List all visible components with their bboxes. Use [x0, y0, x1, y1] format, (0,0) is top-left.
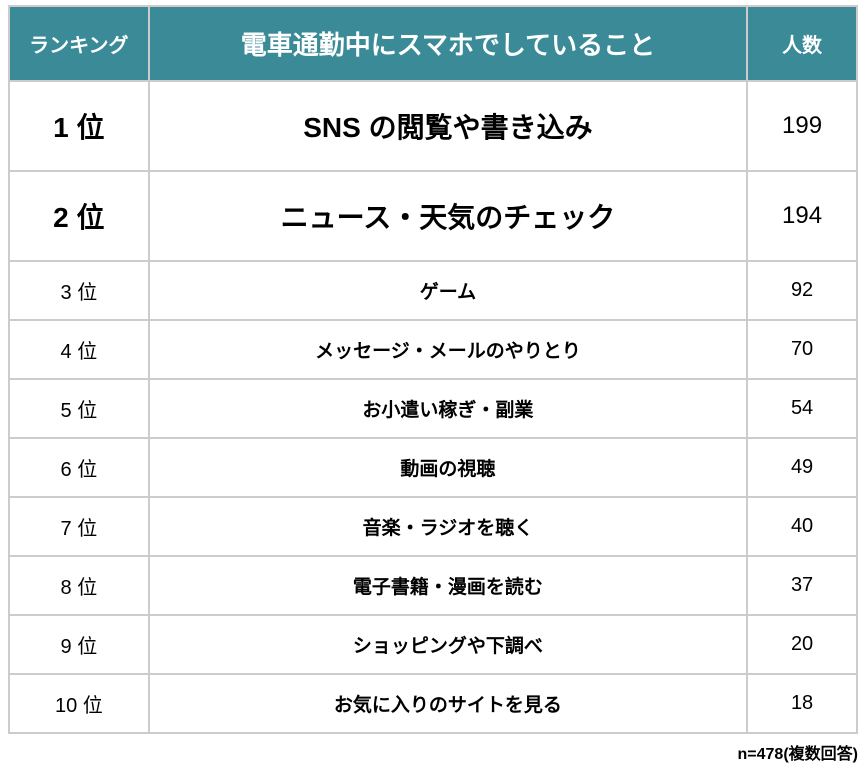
- activity-cell: お気に入りのサイトを見る: [149, 674, 747, 733]
- table-row: 10 位お気に入りのサイトを見る18: [9, 674, 857, 733]
- table-row: 2 位ニュース・天気のチェック194: [9, 171, 857, 261]
- rank-cell: 9 位: [9, 615, 149, 674]
- rank-cell: 5 位: [9, 379, 149, 438]
- table-row: 4 位メッセージ・メールのやりとり70: [9, 320, 857, 379]
- rank-cell: 2 位: [9, 171, 149, 261]
- activity-cell: 電子書籍・漫画を読む: [149, 556, 747, 615]
- rank-cell: 10 位: [9, 674, 149, 733]
- rank-cell: 6 位: [9, 438, 149, 497]
- footnote: n=478(複数回答): [8, 740, 858, 764]
- activity-cell: お小遣い稼ぎ・副業: [149, 379, 747, 438]
- table-row: 5 位お小遣い稼ぎ・副業54: [9, 379, 857, 438]
- activity-cell: メッセージ・メールのやりとり: [149, 320, 747, 379]
- table-row: 7 位音楽・ラジオを聴く40: [9, 497, 857, 556]
- rank-cell: 3 位: [9, 261, 149, 320]
- table-row: 3 位ゲーム92: [9, 261, 857, 320]
- header-rank: ランキング: [9, 6, 149, 81]
- table-row: 9 位ショッピングや下調べ20: [9, 615, 857, 674]
- rank-cell: 8 位: [9, 556, 149, 615]
- count-cell: 49: [747, 438, 857, 497]
- activity-cell: ゲーム: [149, 261, 747, 320]
- count-cell: 199: [747, 81, 857, 171]
- count-cell: 18: [747, 674, 857, 733]
- count-cell: 40: [747, 497, 857, 556]
- count-cell: 92: [747, 261, 857, 320]
- count-cell: 54: [747, 379, 857, 438]
- activity-cell: SNS の閲覧や書き込み: [149, 81, 747, 171]
- table-body: 1 位SNS の閲覧や書き込み1992 位ニュース・天気のチェック1943 位ゲ…: [9, 81, 857, 733]
- activity-cell: ショッピングや下調べ: [149, 615, 747, 674]
- table-header-row: ランキング 電車通勤中にスマホでしていること 人数: [9, 6, 857, 81]
- activity-cell: 音楽・ラジオを聴く: [149, 497, 747, 556]
- count-cell: 70: [747, 320, 857, 379]
- header-count: 人数: [747, 6, 857, 81]
- table-row: 8 位電子書籍・漫画を読む37: [9, 556, 857, 615]
- ranking-table: ランキング 電車通勤中にスマホでしていること 人数 1 位SNS の閲覧や書き込…: [8, 5, 858, 734]
- activity-cell: 動画の視聴: [149, 438, 747, 497]
- table-row: 1 位SNS の閲覧や書き込み199: [9, 81, 857, 171]
- header-activity: 電車通勤中にスマホでしていること: [149, 6, 747, 81]
- count-cell: 20: [747, 615, 857, 674]
- activity-cell: ニュース・天気のチェック: [149, 171, 747, 261]
- count-cell: 37: [747, 556, 857, 615]
- rank-cell: 1 位: [9, 81, 149, 171]
- table-row: 6 位動画の視聴49: [9, 438, 857, 497]
- rank-cell: 4 位: [9, 320, 149, 379]
- rank-cell: 7 位: [9, 497, 149, 556]
- count-cell: 194: [747, 171, 857, 261]
